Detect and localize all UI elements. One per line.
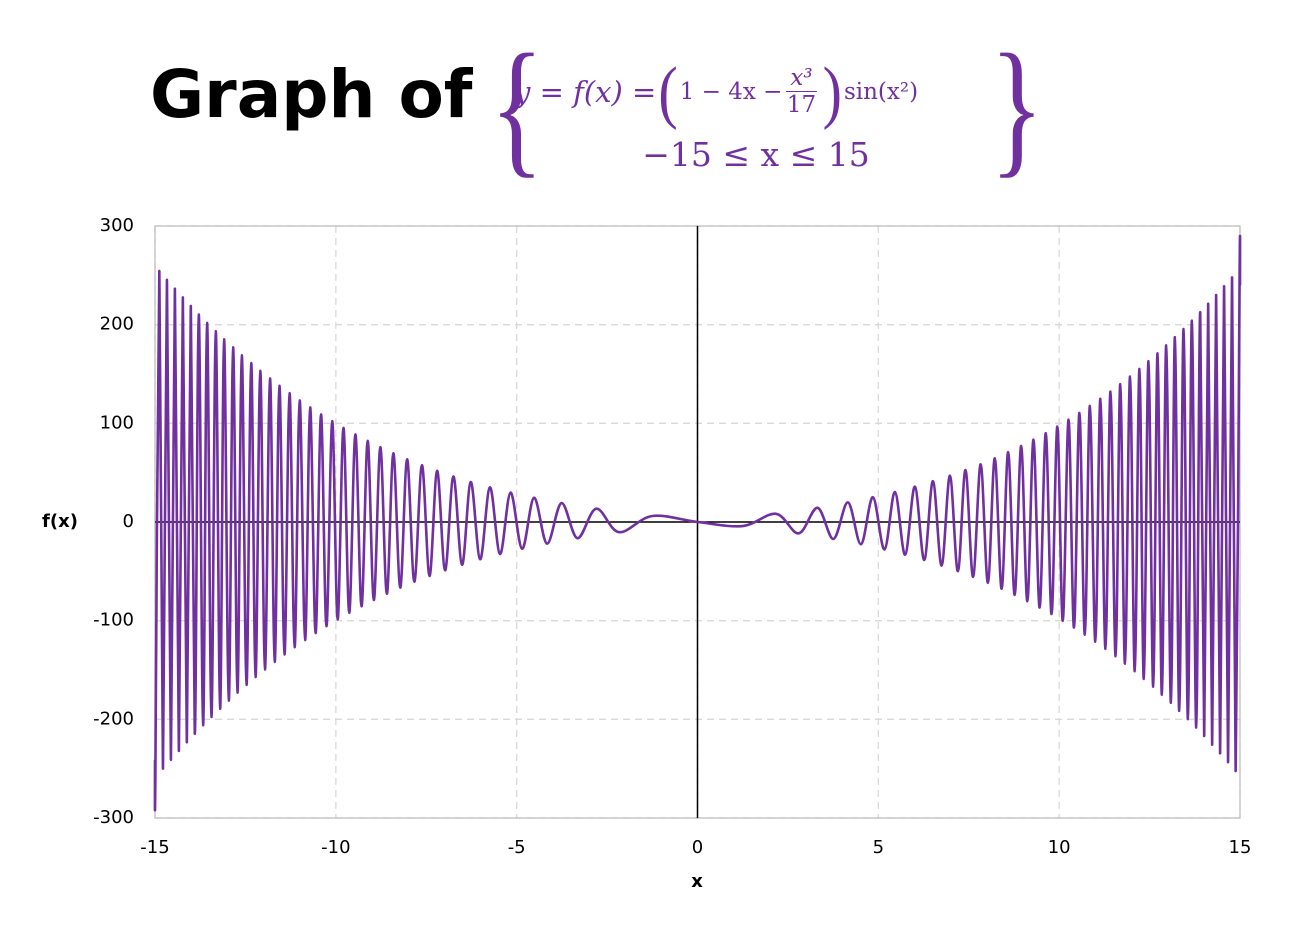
y-tick-label: -100 bbox=[93, 610, 134, 631]
left-brace: { bbox=[490, 23, 544, 192]
y-tick-label: 200 bbox=[100, 314, 134, 335]
paren: ) bbox=[822, 52, 842, 131]
formula-lhs: y = f(x) = bbox=[514, 74, 657, 109]
denominator: 17 bbox=[786, 92, 817, 118]
y-axis-label: f(x) bbox=[42, 511, 78, 532]
x-tick-label: 15 bbox=[1229, 837, 1252, 858]
y-tick-label: 0 bbox=[123, 511, 134, 532]
x-tick-label: -15 bbox=[140, 837, 169, 858]
right-brace: } bbox=[990, 23, 1044, 192]
x-tick-label: 5 bbox=[873, 837, 884, 858]
y-tick-label: 100 bbox=[100, 412, 134, 433]
formula-line: y = f(x) = ( 1 − 4x − x³ 17 ) sin(x²) bbox=[514, 53, 919, 131]
fraction: x³ 17 bbox=[786, 65, 817, 119]
y-tick-label: -300 bbox=[93, 807, 134, 828]
x-tick-label: 10 bbox=[1048, 837, 1071, 858]
paren: ( bbox=[658, 52, 678, 131]
formula-domain: −15 ≤ x ≤ 15 bbox=[642, 135, 870, 174]
formula: { } y = f(x) = ( 1 − 4x − x³ 17 ) sin(x²… bbox=[490, 32, 1044, 185]
formula-factor: 1 − 4x − bbox=[679, 78, 783, 105]
y-tick-label: 300 bbox=[100, 215, 134, 236]
x-tick-label: -10 bbox=[321, 837, 350, 858]
x-tick-label: -5 bbox=[508, 837, 526, 858]
chart-title: Graph of bbox=[150, 56, 473, 133]
x-axis-label: x bbox=[691, 871, 703, 892]
data-line bbox=[153, 234, 1242, 812]
numerator: x³ bbox=[786, 65, 817, 92]
y-tick-label: -200 bbox=[93, 708, 134, 729]
x-tick-label: 0 bbox=[692, 837, 703, 858]
formula-tail: sin(x²) bbox=[843, 78, 919, 105]
